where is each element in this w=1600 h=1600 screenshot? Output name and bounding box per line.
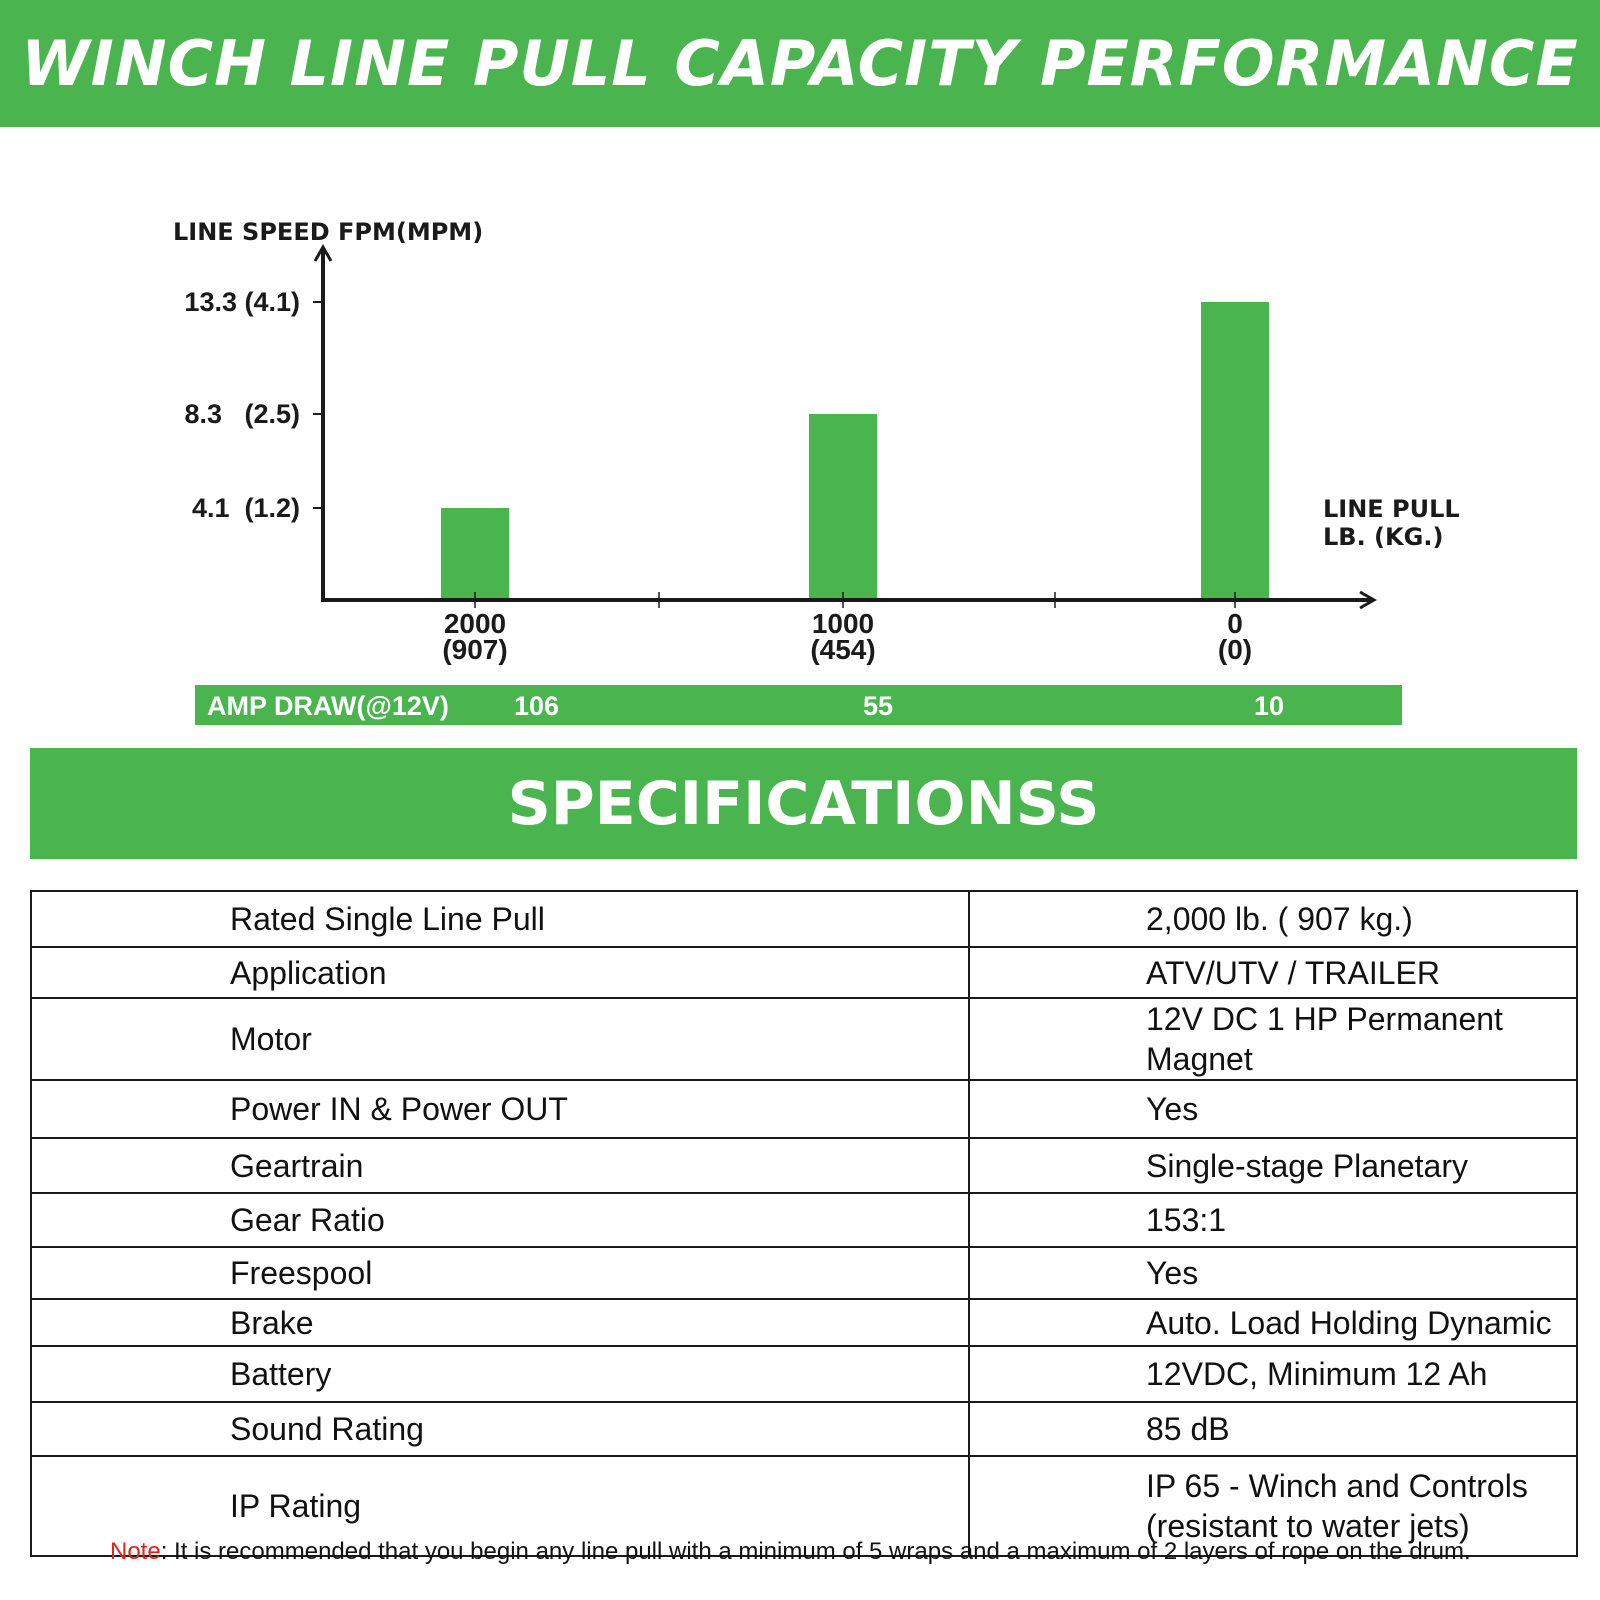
spec-value: 2,000 lb. ( 907 kg.) [968,890,1578,948]
spec-key: Motor [30,997,970,1081]
bar [1201,302,1269,598]
line-pull-chart: LINE SPEED FPM(MPM) LINE PULL LB. (KG.) … [173,218,1460,665]
y-tick-label: 8.3 (2.5) [184,399,300,429]
spec-value: 12VDC, Minimum 12 Ah [968,1345,1578,1403]
note-label: Note [110,1538,161,1565]
x-tick-label: (0) [1218,634,1252,665]
x-tick-label: (907) [442,634,507,665]
amp-draw-value: 10 [1254,691,1285,721]
x-tick-label: (454) [810,634,875,665]
table-row: Rated Single Line Pull 2,000 lb. ( 907 k… [30,890,1578,948]
spec-key: Gear Ratio [30,1192,970,1248]
spec-key: Battery [30,1345,970,1403]
spec-value: Single-stage Planetary [968,1137,1578,1194]
table-row: Freespool Yes [30,1246,1578,1300]
spec-key: Brake [30,1298,970,1347]
spec-value: 153:1 [968,1192,1578,1248]
spec-value-line: (resistant to water jets) [1146,1508,1470,1544]
x-axis-arrow [1359,590,1378,610]
table-row: Power IN & Power OUT Yes [30,1079,1578,1139]
spec-value: Yes [968,1079,1578,1139]
specifications-title: SPECIFICATIONSS [507,768,1100,839]
note-text: : It is recommended that you begin any l… [160,1538,1471,1565]
spec-key: Sound Rating [30,1401,970,1457]
specifications-banner: SPECIFICATIONSS [30,748,1577,859]
amp-draw-value: 55 [863,691,894,721]
page-title: WINCH LINE PULL CAPACITY PERFORMANCE [21,27,1579,100]
spec-key: Geartrain [30,1137,970,1194]
spec-value-multiline: IP 65 - Winch and Controls (resistant to… [968,1455,1578,1557]
amp-draw-band: AMP DRAW(@12V) 106 55 10 [195,685,1402,725]
x-axis-title-line2: LB. (KG.) [1323,523,1443,551]
y-axis-arrow [313,243,333,262]
y-axis-title: LINE SPEED FPM(MPM) [173,218,483,246]
spec-key: IP Rating [30,1455,970,1557]
table-row: Sound Rating 85 dB [30,1401,1578,1457]
x-tick-label: 0 [1227,608,1243,639]
spec-key: Power IN & Power OUT [30,1079,970,1139]
bar [441,508,509,598]
table-row: Battery 12VDC, Minimum 12 Ah [30,1345,1578,1403]
spec-value-line: IP 65 - Winch and Controls [1146,1468,1528,1504]
x-tick-label: 2000 [444,608,506,639]
table-row: Motor 12V DC 1 HP Permanent Magnet [30,997,1578,1081]
spec-key: Application [30,946,970,999]
table-row: Geartrain Single-stage Planetary [30,1137,1578,1194]
y-tick-label: 4.1 (1.2) [192,493,300,523]
spec-value: 12V DC 1 HP Permanent Magnet [968,997,1578,1081]
spec-value: Auto. Load Holding Dynamic [968,1298,1578,1347]
x-axis-title-line1: LINE PULL [1323,495,1460,523]
title-banner: WINCH LINE PULL CAPACITY PERFORMANCE [0,0,1600,127]
spec-value: Yes [968,1246,1578,1300]
table-row: Brake Auto. Load Holding Dynamic [30,1298,1578,1347]
table-row: Application ATV/UTV / TRAILER [30,946,1578,999]
table-row: IP Rating IP 65 - Winch and Controls (re… [30,1455,1578,1557]
bar [809,413,877,598]
spec-key: Freespool [30,1246,970,1300]
spec-key: Rated Single Line Pull [30,890,970,948]
amp-draw-value: 106 [514,691,560,721]
y-tick-label: 13.3 (4.1) [184,287,300,317]
specifications-table: Rated Single Line Pull 2,000 lb. ( 907 k… [30,890,1578,1557]
footnote: Note: It is recommended that you begin a… [110,1538,1590,1566]
spec-value: ATV/UTV / TRAILER [968,946,1578,999]
x-tick-label: 1000 [812,608,874,639]
amp-draw-label: AMP DRAW(@12V) [207,691,449,721]
spec-value: 85 dB [968,1401,1578,1457]
table-row: Gear Ratio 153:1 [30,1192,1578,1248]
